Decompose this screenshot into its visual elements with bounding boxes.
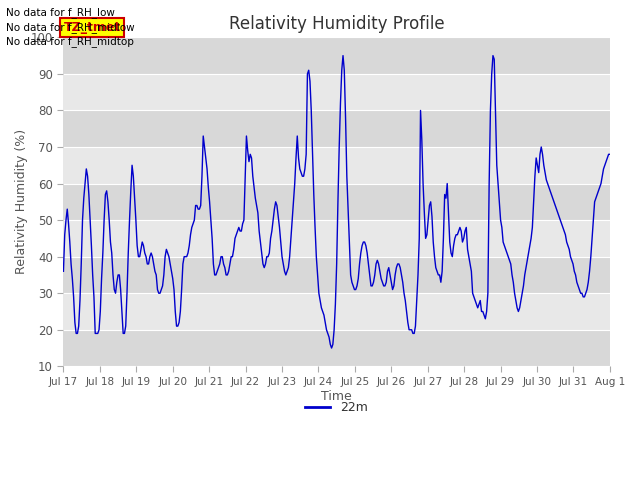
Bar (63, 74, 610, 110)
Bar (63, 110, 610, 147)
Text: TZ_tmet: TZ_tmet (63, 21, 121, 34)
Bar (63, 330, 610, 366)
Legend: 22m: 22m (300, 396, 373, 420)
Bar (63, 37, 610, 74)
Text: No data for f_RH_midtop: No data for f_RH_midtop (6, 36, 134, 47)
Title: Relativity Humidity Profile: Relativity Humidity Profile (229, 15, 444, 33)
Text: No data for f_RH_low: No data for f_RH_low (6, 7, 115, 18)
Text: No data for f_RH_midlow: No data for f_RH_midlow (6, 22, 135, 33)
X-axis label: Time: Time (321, 389, 352, 403)
Bar (63, 147, 610, 183)
Bar (63, 257, 610, 293)
Bar (63, 293, 610, 330)
Bar (63, 220, 610, 257)
Bar (63, 183, 610, 220)
Y-axis label: Relativity Humidity (%): Relativity Humidity (%) (15, 129, 28, 275)
